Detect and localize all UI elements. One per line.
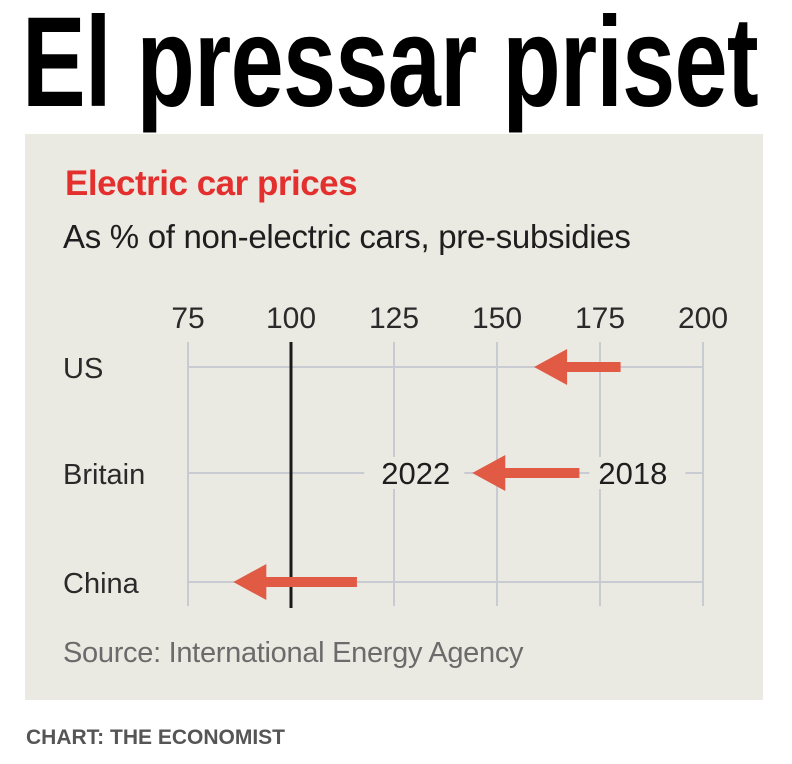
- headline: El pressar priset: [22, 0, 762, 130]
- x-tick-label: 125: [369, 302, 419, 335]
- chart-title: Electric car prices: [65, 164, 358, 203]
- chart-subtitle: As % of non-electric cars, pre-subsidies: [63, 218, 631, 255]
- arrow-shaft: [264, 577, 357, 587]
- chart-credit: CHART: THE ECONOMIST: [26, 726, 285, 749]
- arrow-shaft: [565, 362, 621, 372]
- arrow-head: [233, 564, 267, 600]
- x-tick-label: 175: [575, 302, 625, 335]
- chart-source: Source: International Energy Agency: [63, 637, 524, 669]
- label-background: [364, 457, 465, 489]
- x-tick-label: 150: [472, 302, 522, 335]
- category-label: Britain: [63, 459, 145, 491]
- x-tick-label: 75: [171, 302, 204, 335]
- x-tick-label: 100: [266, 302, 316, 335]
- arrow-head: [472, 455, 506, 491]
- category-label: US: [63, 353, 103, 385]
- headline-text: El pressar priset: [22, 0, 759, 134]
- x-tick-label: 200: [678, 302, 728, 335]
- arrow-head: [534, 349, 568, 385]
- start-year-label: 2018: [598, 456, 667, 491]
- category-label: China: [63, 568, 140, 600]
- arrow-shaft: [503, 468, 580, 478]
- label-background: [589, 457, 686, 489]
- end-year-label: 2022: [381, 456, 450, 491]
